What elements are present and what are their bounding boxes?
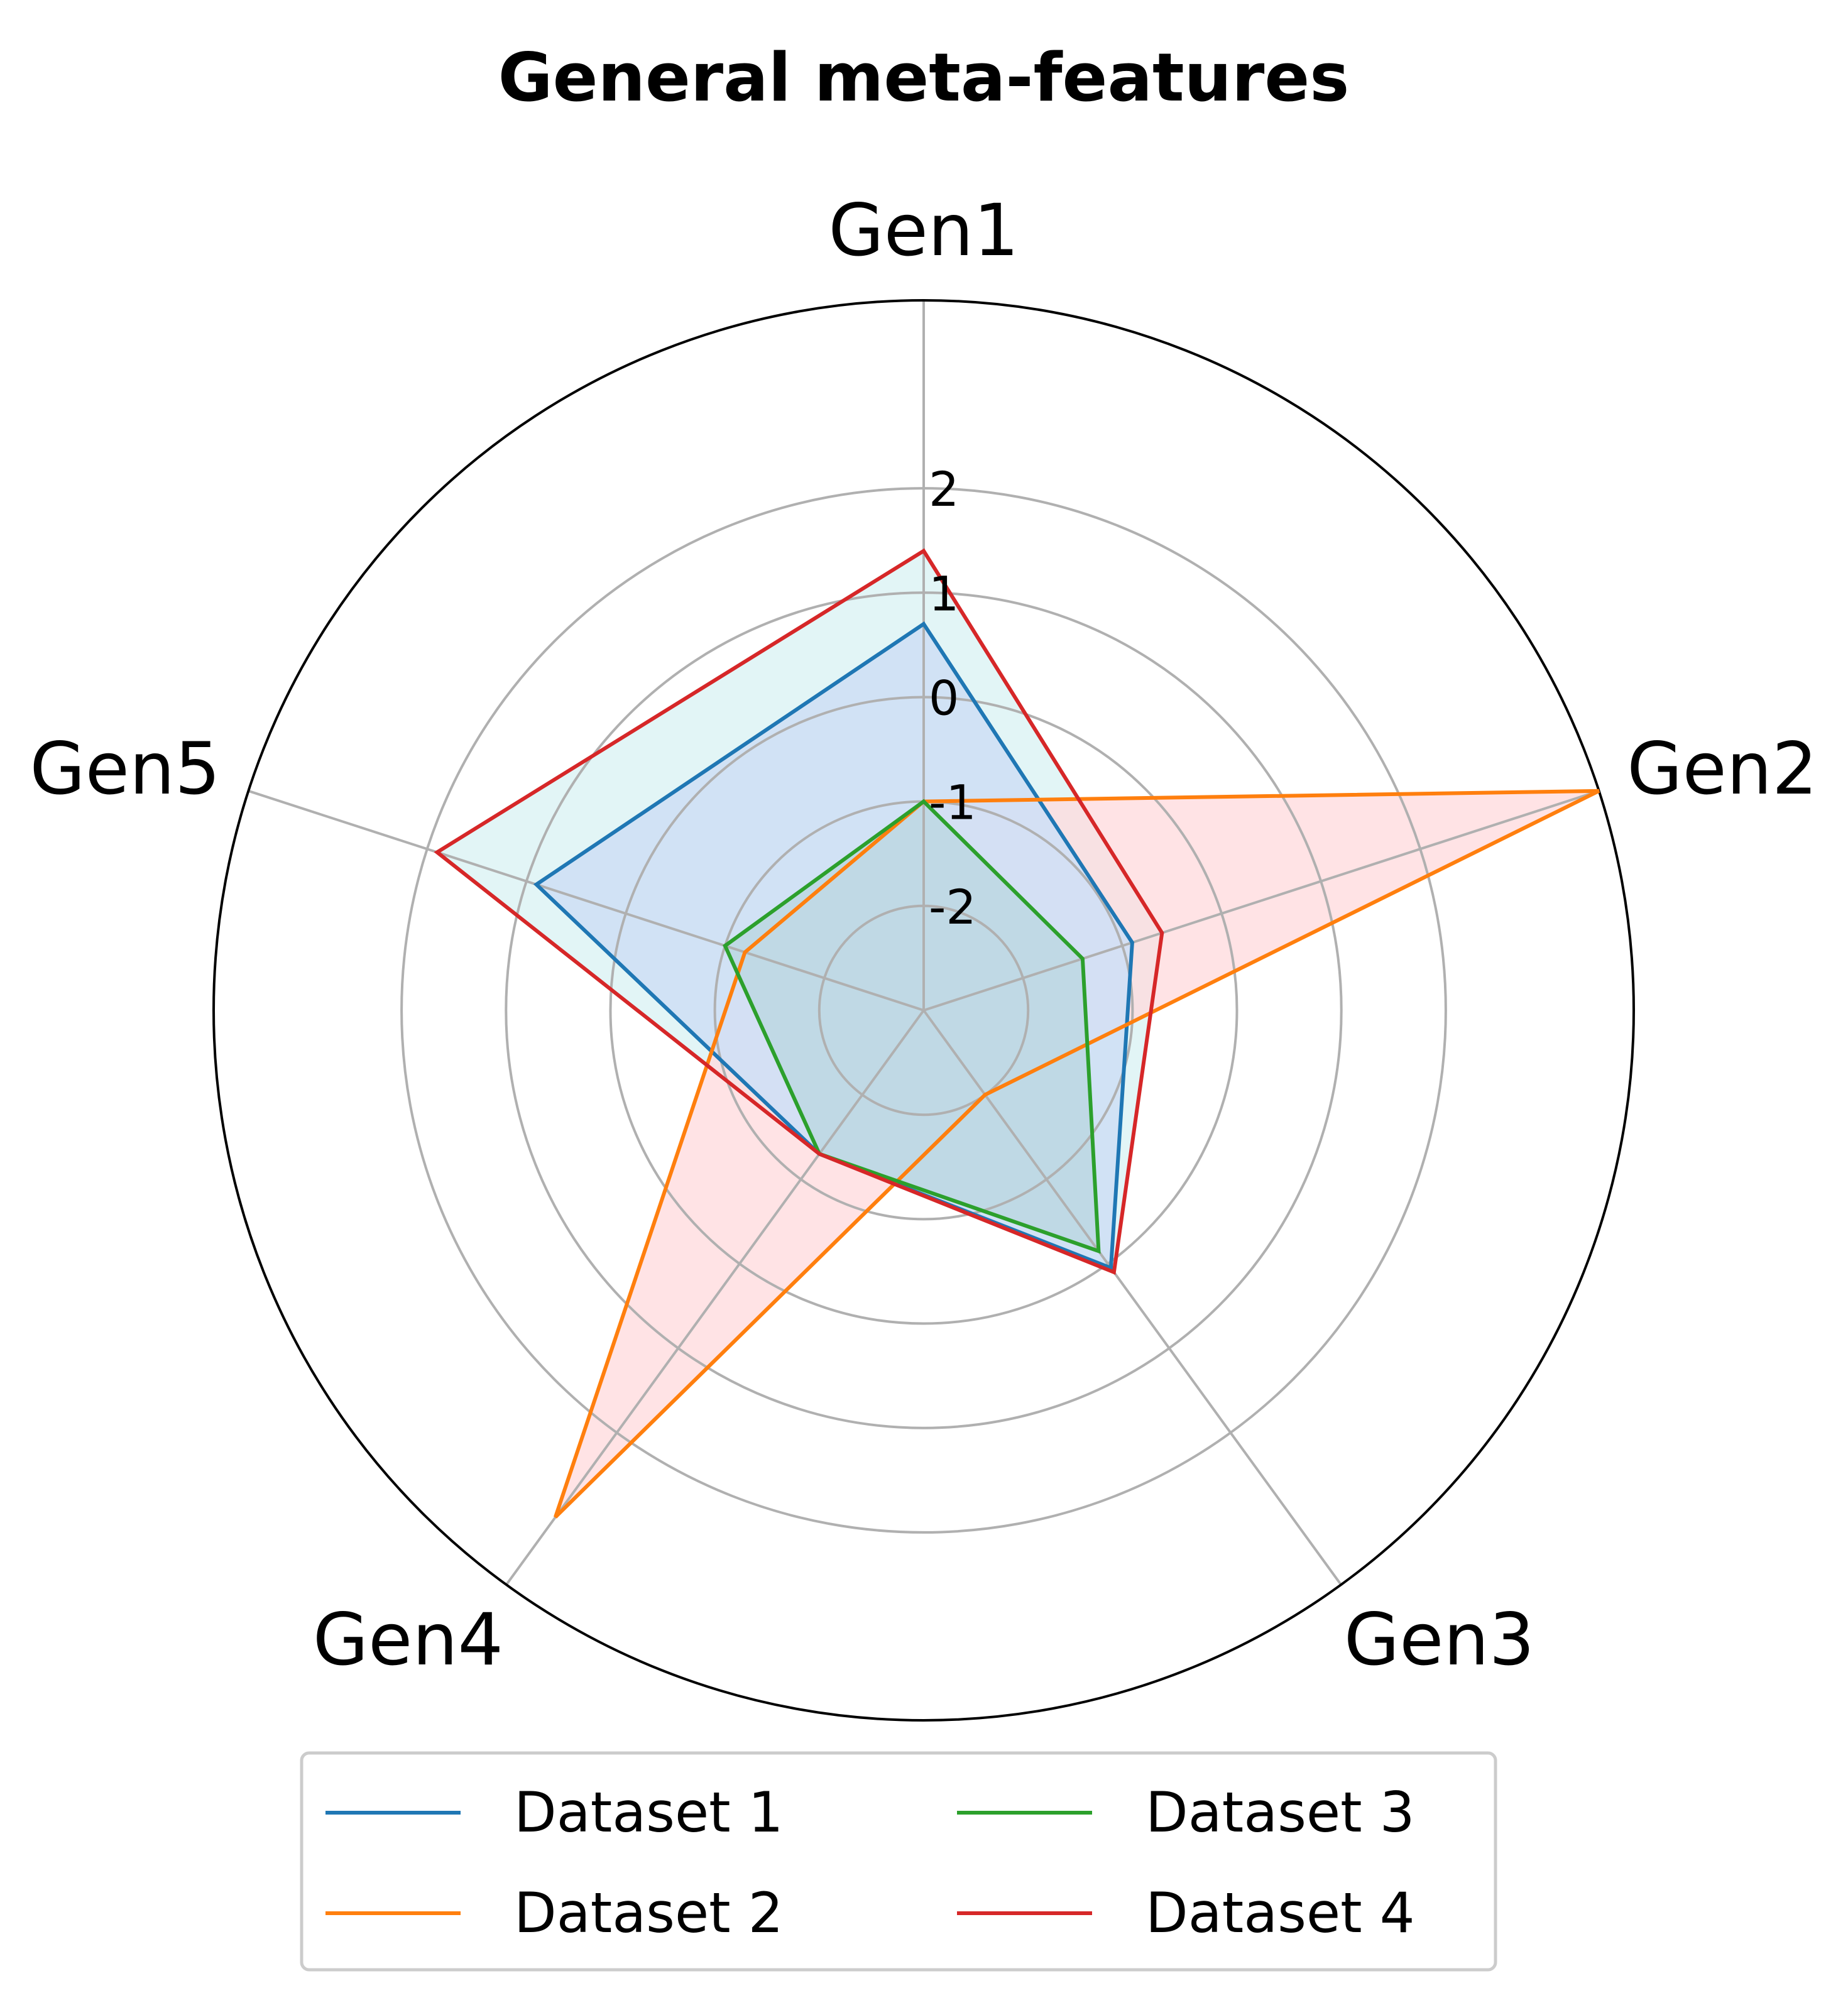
axis-label-Gen2: Gen2 — [1627, 727, 1817, 811]
axis-label-Gen3: Gen3 — [1344, 1598, 1534, 1681]
axis-labels: -2 -1 0 1 2 Gen1 Gen2 Gen3 Gen4 Gen5 — [30, 188, 1817, 1681]
rtick-label-0: -2 — [929, 879, 976, 935]
rtick-label-3: 1 — [929, 565, 959, 621]
spoke-Gen3 — [922, 1009, 1342, 1586]
spoke-Gen2 — [923, 789, 1600, 1012]
legend-box — [300, 1751, 1497, 1972]
outer-frame — [212, 299, 1635, 1722]
series-lines — [434, 548, 1600, 1519]
series-line-4 — [434, 548, 1164, 1275]
rtick-label-1: -1 — [929, 775, 976, 831]
series-line-2 — [554, 789, 1600, 1519]
legend-label-4: Dataset 4 — [1145, 1881, 1415, 1945]
spoke-Gen5 — [248, 789, 924, 1012]
grid — [212, 299, 1635, 1722]
legend-label-1: Dataset 1 — [514, 1780, 784, 1845]
rtick-label-2: 0 — [929, 670, 959, 726]
legend-label-2: Dataset 2 — [514, 1881, 784, 1945]
rtick-label-4: 2 — [929, 461, 959, 517]
axis-label-Gen4: Gen4 — [313, 1598, 503, 1681]
axis-label-Gen1: Gen1 — [828, 188, 1019, 272]
series-line-3 — [723, 799, 1101, 1254]
spoke-Gen4 — [505, 1009, 925, 1586]
legend-label-3: Dataset 3 — [1145, 1780, 1415, 1845]
chart-title: General meta-features — [498, 39, 1350, 116]
axis-label-Gen5: Gen5 — [30, 727, 220, 811]
legend: Dataset 1 Dataset 2 Dataset 3 Dataset 4 — [300, 1751, 1497, 1972]
